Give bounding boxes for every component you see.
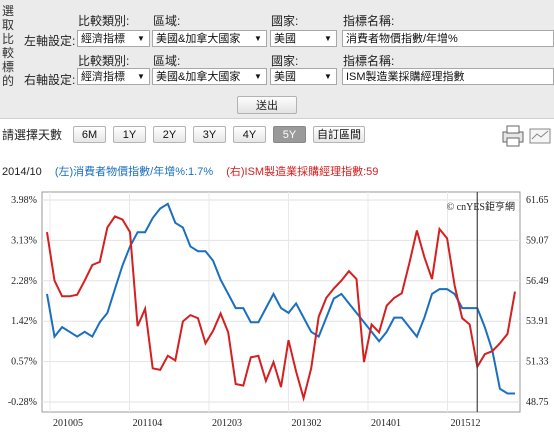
range-custom-button[interactable]: 自訂區間: [313, 126, 365, 143]
legend-left-series: (左)消費者物價指數/年增%:1.7%: [54, 166, 214, 178]
right-region-value: 美國&加拿大國家: [156, 71, 241, 83]
left-type-value: 經濟指標: [81, 33, 125, 45]
left-indicator-select[interactable]: 消費者物價指數/年增%: [342, 30, 554, 47]
right-indicator-header: 指標名稱:: [343, 54, 395, 68]
left-region-value: 美國&加拿大國家: [156, 33, 241, 45]
legend-right-series: (右)ISM製造業採購經理指數:59: [226, 166, 379, 178]
right-indicator-select[interactable]: ISM製造業採購經理指數: [342, 68, 554, 85]
x-tick: 201512: [451, 418, 481, 429]
series-line-right: [46, 215, 516, 402]
chevron-down-icon: ▼: [254, 34, 262, 43]
range-5y-button[interactable]: 5Y: [273, 126, 306, 143]
y-right-tick: 48.75: [526, 397, 549, 408]
left-country-value: 美國: [274, 33, 296, 45]
left-type-select[interactable]: 經濟指標 ▼: [77, 30, 150, 47]
y-left-tick: 3.98%: [11, 195, 37, 206]
right-indicator-value: ISM製造業採購經理指數: [346, 71, 465, 83]
right-type-header: 比較類別:: [78, 54, 130, 68]
range-6m-button[interactable]: 6M: [73, 126, 106, 143]
range-label: 請選擇天數: [2, 128, 63, 142]
x-tick: 201005: [53, 418, 83, 429]
y-left-tick-labels: 3.98% 3.13% 2.28% 1.42% 0.57% -0.28%: [8, 195, 37, 408]
left-indicator-value: 消費者物價指數/年增%: [346, 33, 458, 45]
left-country-select[interactable]: 美國 ▼: [270, 30, 337, 47]
left-country-header: 國家:: [271, 14, 299, 28]
y-right-tick: 53.91: [526, 316, 549, 327]
y-left-tick: 1.42%: [11, 316, 37, 327]
x-tick: 201302: [292, 418, 322, 429]
legend: 2014/10 (左)消費者物價指數/年增%:1.7% (右)ISM製造業採購經…: [2, 163, 388, 179]
range-4y-button[interactable]: 4Y: [233, 126, 266, 143]
line-chart: 201005 201104 201203 201302 201401 201512 3.9…: [8, 191, 549, 429]
y-left-tick: 0.57%: [11, 357, 37, 368]
x-tick-labels: 201005 201104 201203 201302 201401 201512: [53, 418, 481, 429]
right-type-value: 經濟指標: [81, 71, 125, 83]
chevron-down-icon: ▼: [254, 72, 262, 81]
y-right-tick: 61.65: [526, 195, 549, 206]
toolbar-icons: [502, 125, 551, 147]
right-country-header: 國家:: [271, 54, 299, 68]
range-3y-button[interactable]: 3Y: [193, 126, 226, 143]
left-indicator-header: 指標名稱:: [343, 14, 395, 28]
y-left-tick: 3.13%: [11, 235, 37, 246]
x-tick: 201203: [212, 418, 242, 429]
y-left-tick: -0.28%: [8, 397, 37, 408]
print-icon[interactable]: [502, 125, 524, 147]
left-region-header: 區域:: [153, 14, 181, 28]
right-country-select[interactable]: 美國 ▼: [270, 68, 337, 85]
right-type-select[interactable]: 經濟指標 ▼: [77, 68, 150, 85]
chart-icon[interactable]: [529, 128, 551, 144]
y-right-tick-labels: 61.65 59.07 56.49 53.91 51.33 48.75: [526, 195, 549, 408]
x-tick: 201401: [371, 418, 401, 429]
y-left-tick: 2.28%: [11, 276, 37, 287]
range-2y-button[interactable]: 2Y: [153, 126, 186, 143]
left-axis-label: 左軸設定:: [24, 34, 76, 48]
submit-button[interactable]: 送出: [237, 96, 297, 114]
right-region-header: 區域:: [153, 54, 181, 68]
legend-date: 2014/10: [2, 166, 42, 178]
y-right-tick: 59.07: [526, 235, 549, 246]
left-region-select[interactable]: 美國&加拿大國家 ▼: [152, 30, 267, 47]
chevron-down-icon: ▼: [324, 34, 332, 43]
y-right-tick: 56.49: [526, 276, 549, 287]
chevron-down-icon: ▼: [324, 72, 332, 81]
x-tick: 201104: [133, 418, 163, 429]
chevron-down-icon: ▼: [137, 34, 145, 43]
plot-area: [41, 191, 521, 413]
comparison-settings-panel: 選取比較標的 比較類別: 區域: 國家: 指標名稱: 左軸設定: 經濟指標 ▼ 美…: [0, 0, 554, 119]
left-type-header: 比較類別:: [78, 14, 130, 28]
y-right-tick: 51.33: [526, 357, 549, 368]
series-lines: [46, 192, 516, 412]
grid: [41, 191, 521, 413]
range-1y-button[interactable]: 1Y: [113, 126, 146, 143]
right-axis-label: 右軸設定:: [24, 73, 76, 87]
right-country-value: 美國: [274, 71, 296, 83]
side-label: 選取比較標的: [2, 4, 15, 88]
chevron-down-icon: ▼: [137, 72, 145, 81]
watermark: © cnYES鉅亨網: [447, 200, 515, 213]
series-line-left: [46, 202, 515, 395]
right-region-select[interactable]: 美國&加拿大國家 ▼: [152, 68, 267, 85]
